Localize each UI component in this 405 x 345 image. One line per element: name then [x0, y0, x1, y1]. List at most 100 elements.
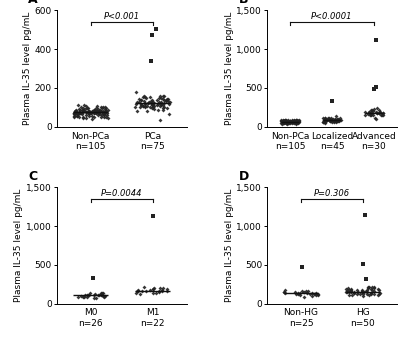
Point — [338, 117, 344, 122]
Point — [367, 107, 374, 113]
Point — [71, 109, 78, 114]
Point — [292, 118, 298, 124]
Point — [284, 119, 290, 125]
Point — [85, 108, 92, 114]
Point — [132, 105, 139, 110]
Point — [362, 289, 369, 294]
Point — [280, 120, 287, 126]
Point — [77, 104, 84, 110]
Point — [371, 288, 377, 294]
Point — [379, 112, 386, 117]
Point — [333, 117, 339, 123]
Point — [145, 100, 151, 106]
Point — [294, 119, 300, 125]
Point — [98, 109, 105, 115]
Point — [370, 109, 377, 114]
Point — [91, 295, 97, 301]
Point — [75, 114, 82, 119]
Point — [77, 110, 83, 116]
Point — [134, 288, 140, 294]
Point — [311, 291, 318, 296]
Point — [346, 289, 353, 295]
Point — [328, 117, 335, 122]
Point — [281, 120, 287, 125]
Point — [283, 119, 289, 125]
Text: C: C — [28, 170, 37, 183]
Point — [137, 292, 144, 297]
Point — [323, 117, 330, 122]
Point — [281, 119, 287, 125]
Point — [141, 99, 147, 104]
Point — [72, 109, 79, 114]
Point — [325, 116, 331, 121]
Point — [321, 118, 327, 123]
Point — [364, 285, 371, 291]
Point — [102, 106, 108, 112]
Point — [287, 118, 293, 124]
Point — [150, 213, 157, 219]
Point — [101, 112, 108, 118]
Point — [79, 294, 86, 300]
Point — [333, 118, 339, 124]
Point — [351, 289, 358, 295]
Point — [147, 95, 153, 100]
Point — [354, 287, 360, 292]
Point — [364, 287, 370, 293]
Point — [372, 116, 378, 121]
Point — [314, 291, 321, 297]
Point — [283, 120, 290, 125]
Point — [102, 109, 109, 115]
Point — [71, 111, 78, 117]
Point — [94, 104, 100, 109]
Point — [91, 292, 98, 298]
Point — [91, 108, 98, 113]
Point — [95, 112, 101, 118]
Point — [286, 120, 292, 126]
Point — [133, 290, 140, 296]
Point — [360, 291, 366, 297]
Point — [279, 118, 286, 124]
Point — [142, 101, 148, 106]
Point — [368, 290, 375, 295]
Point — [102, 110, 109, 116]
Point — [83, 104, 89, 109]
Point — [295, 290, 301, 296]
Point — [369, 285, 375, 290]
Point — [331, 119, 337, 125]
Point — [100, 115, 107, 120]
Point — [322, 116, 328, 121]
Point — [280, 119, 287, 124]
Point — [278, 120, 284, 125]
Point — [301, 295, 307, 300]
Point — [75, 111, 82, 117]
Point — [290, 118, 296, 124]
Point — [283, 118, 290, 123]
Point — [153, 26, 159, 31]
Point — [332, 118, 338, 123]
Point — [166, 99, 173, 104]
Point — [304, 290, 311, 296]
Point — [83, 110, 90, 115]
Point — [322, 118, 328, 124]
Point — [348, 287, 354, 293]
Point — [89, 109, 95, 115]
Point — [290, 118, 297, 124]
Point — [96, 110, 102, 116]
Point — [283, 120, 289, 125]
Point — [91, 107, 98, 113]
Point — [149, 101, 155, 107]
Point — [349, 292, 355, 297]
Point — [288, 117, 295, 122]
Point — [281, 119, 287, 125]
Point — [100, 291, 106, 296]
Point — [360, 293, 367, 299]
Point — [85, 109, 91, 114]
Point — [374, 110, 380, 115]
Point — [366, 109, 372, 115]
Point — [136, 97, 142, 102]
Point — [140, 103, 147, 109]
Point — [294, 118, 300, 123]
Point — [371, 87, 377, 92]
Point — [94, 292, 101, 298]
Point — [307, 291, 313, 296]
